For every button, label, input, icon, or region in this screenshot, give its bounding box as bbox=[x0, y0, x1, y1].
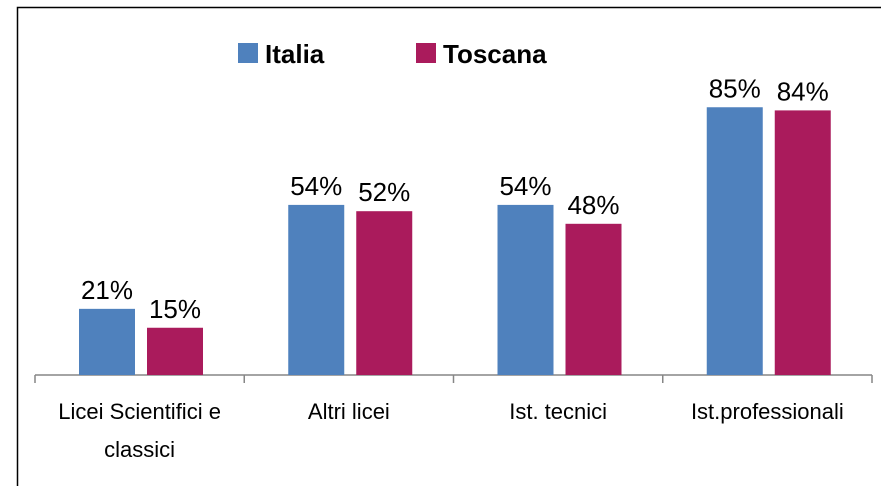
bar bbox=[706, 107, 763, 375]
bar bbox=[79, 308, 135, 375]
x-tick-label: Ist. tecnici bbox=[509, 399, 608, 424]
bar bbox=[147, 327, 203, 375]
bar bbox=[774, 110, 831, 376]
value-label: 54% bbox=[499, 171, 551, 201]
value-label: 48% bbox=[567, 190, 619, 220]
bar bbox=[288, 204, 345, 375]
value-label: 52% bbox=[358, 177, 410, 207]
x-tick-label: Altri licei bbox=[307, 399, 390, 424]
value-label: 15% bbox=[149, 294, 201, 324]
legend-swatch bbox=[416, 43, 436, 63]
bar bbox=[497, 204, 554, 375]
bar bbox=[565, 223, 622, 375]
chart-frame bbox=[16, 6, 881, 486]
value-label: 85% bbox=[709, 73, 761, 103]
value-label: 84% bbox=[777, 76, 829, 106]
legend-label: Italia bbox=[265, 39, 325, 69]
bar bbox=[356, 211, 413, 375]
value-label: 21% bbox=[81, 275, 133, 305]
x-tick-label: Ist.professionali bbox=[690, 399, 844, 424]
legend-label: Toscana bbox=[443, 39, 547, 69]
x-tick-label: Licei Scientifici e classici bbox=[58, 399, 221, 462]
value-label: 54% bbox=[290, 171, 342, 201]
legend-swatch bbox=[238, 43, 258, 63]
